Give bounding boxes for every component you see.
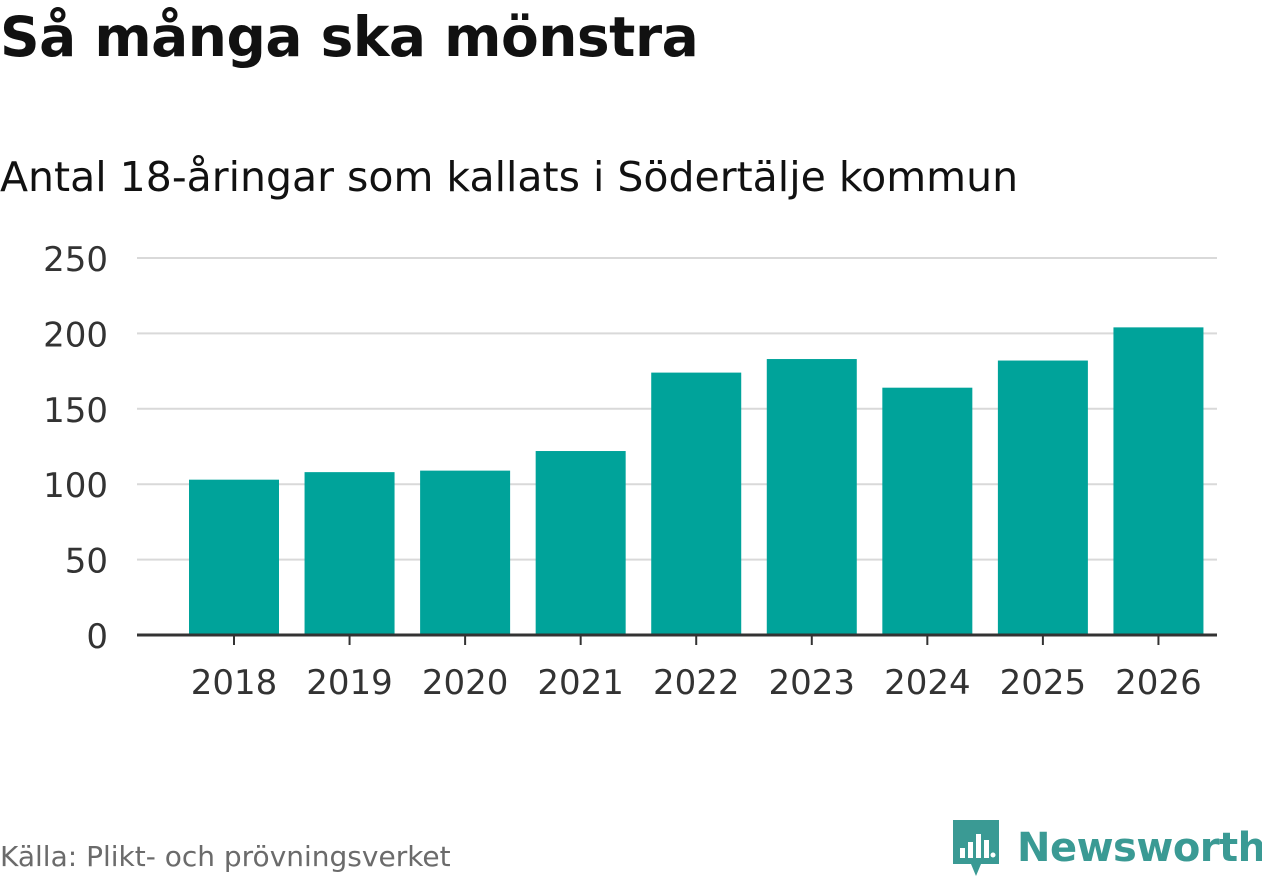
brand-logo: Newsworthy (951, 818, 1262, 878)
bar-2018 (189, 479, 279, 635)
x-tick-label: 2026 (1115, 663, 1202, 703)
x-tick-label: 2022 (653, 663, 740, 703)
bar-2020 (420, 470, 511, 635)
x-tick-label: 2018 (191, 663, 278, 703)
x-tick-label: 2021 (537, 663, 624, 703)
bar-2026 (1113, 327, 1204, 635)
bar-2023 (766, 359, 857, 635)
bar-2022 (651, 372, 742, 635)
x-tick-label: 2025 (1000, 663, 1087, 703)
bar-2021 (535, 451, 626, 635)
y-tick-label: 250 (43, 240, 108, 280)
newsworthy-logo-icon (953, 820, 999, 876)
chart-subtitle: Antal 18-åringar som kallats i Södertälj… (0, 153, 1019, 201)
x-tick-label: 2020 (422, 663, 509, 703)
y-tick-label: 0 (86, 617, 108, 657)
y-tick-label: 150 (43, 391, 108, 431)
y-tick-label: 200 (43, 315, 108, 355)
source-note: Källa: Plikt- och prövningsverket (0, 840, 451, 873)
bar-2019 (304, 472, 395, 635)
bar-2025 (997, 360, 1088, 635)
bar-chart: 0 50 100 150 200 250 2018 2019 2020 2021 2022 2023 2… (43, 240, 1217, 703)
x-tick-label: 2019 (306, 663, 393, 703)
y-tick-label: 100 (43, 466, 108, 506)
chart-title: Så många ska mönstra (0, 5, 699, 69)
y-tick-label: 50 (65, 542, 108, 582)
x-tick-label: 2024 (884, 663, 971, 703)
x-tick-label: 2023 (769, 663, 856, 703)
bar-2024 (882, 387, 973, 635)
brand-name: Newsworthy (1017, 825, 1262, 871)
